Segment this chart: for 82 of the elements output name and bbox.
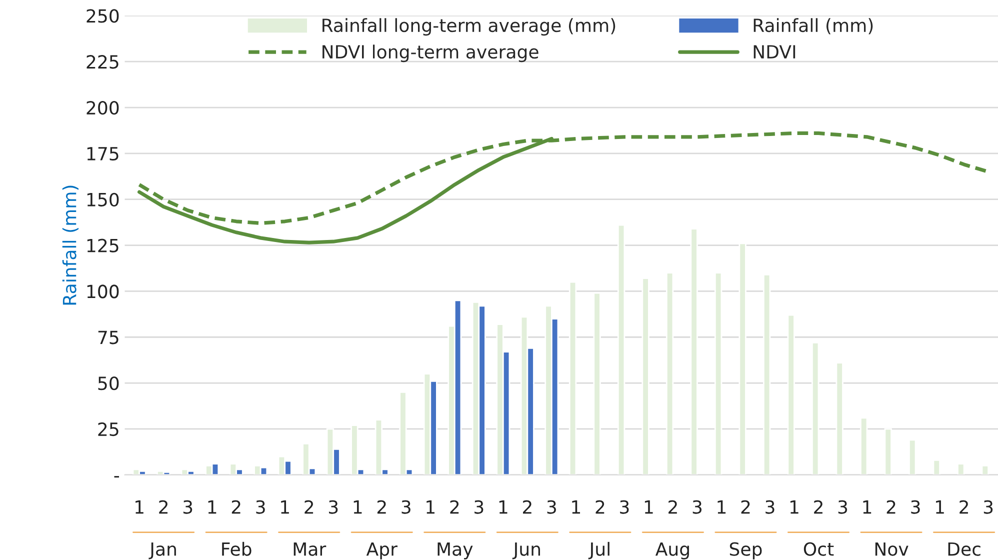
- bar: [981, 465, 989, 475]
- y-tick-label: 200: [86, 100, 119, 115]
- text: Jun: [512, 542, 540, 560]
- bar: [714, 272, 722, 475]
- x-tick-label: 1: [354, 500, 362, 514]
- legend-label: NDVI: [754, 45, 796, 58]
- text: Jul: [588, 542, 610, 560]
- x-tick-label: 3: [692, 500, 702, 514]
- x-tick-label: 3: [547, 500, 556, 514]
- bar: [787, 314, 795, 475]
- x-tick-label: 1: [863, 500, 872, 514]
- x-tick-label: 2: [596, 500, 604, 514]
- x-tick-label: 1: [208, 500, 216, 514]
- bar: [957, 463, 965, 475]
- x-tick-label: 2: [960, 500, 968, 514]
- x-tick-label: 2: [377, 500, 386, 514]
- text: Oct: [804, 542, 834, 556]
- y-tick-label: 125: [87, 238, 118, 252]
- x-tick-label: 1: [499, 500, 508, 514]
- y-tick-label: 150: [87, 192, 119, 206]
- y-tick-label: 175: [87, 147, 118, 161]
- text: Sep: [730, 542, 762, 560]
- y-tick-label: -: [114, 476, 120, 478]
- y-tick-label: 25: [98, 422, 118, 436]
- x-tick-label: 1: [136, 500, 144, 514]
- bar: [836, 362, 844, 475]
- bar: [932, 459, 940, 475]
- x-tick-label: 3: [183, 500, 192, 514]
- x-tick-label: 1: [281, 500, 289, 514]
- bar: [690, 228, 698, 475]
- bar: [666, 272, 674, 475]
- legend-label: NDVI long-term average: [322, 44, 538, 62]
- x-tick-label: 3: [474, 500, 484, 514]
- x-tick-label: 3: [838, 500, 848, 514]
- text: Nov: [875, 542, 908, 556]
- bar: [884, 428, 892, 475]
- x-tick-label: 3: [911, 500, 920, 514]
- x-tick-label: 3: [402, 500, 410, 514]
- bar: [908, 439, 916, 475]
- x-tick-label: 3: [766, 500, 774, 514]
- x-tick-label: 2: [450, 500, 459, 514]
- x-tick-label: 1: [936, 500, 944, 514]
- text: Apr: [366, 542, 398, 560]
- x-tick-label: 3: [328, 500, 338, 514]
- x-tick-label: 3: [256, 500, 265, 514]
- y-tick-label: 75: [98, 330, 118, 344]
- y-axis-title: Rainfall (mm): [62, 186, 78, 305]
- bar: [617, 224, 626, 475]
- x-tick-label: 2: [159, 500, 168, 514]
- x-tick-label: 2: [814, 500, 822, 514]
- x-tick-label: 1: [426, 500, 434, 514]
- bar: [568, 281, 577, 475]
- x-tick-label: 3: [984, 500, 993, 514]
- x-tick-label: 2: [741, 500, 750, 514]
- bar: [593, 292, 601, 475]
- text: Feb: [222, 542, 252, 556]
- x-tick-label: 2: [668, 500, 677, 514]
- x-tick-label: 2: [232, 500, 240, 514]
- y-tick-label: 50: [98, 376, 119, 390]
- y-tick-label: 250: [86, 9, 119, 23]
- text: Dec: [948, 542, 980, 556]
- x-tick-label: 1: [790, 500, 798, 514]
- text: Aug: [655, 542, 689, 560]
- x-tick-label: 2: [304, 500, 314, 514]
- x-tick-label: 3: [620, 500, 629, 514]
- bar: [738, 242, 746, 475]
- bar: [860, 417, 868, 475]
- x-tick-label: 2: [522, 500, 532, 514]
- legend-label: Rainfall (mm): [754, 18, 873, 34]
- bar: [811, 342, 820, 475]
- bar: [642, 278, 650, 475]
- x-tick-label: 1: [644, 500, 653, 514]
- legend-label: Rainfall long-term average (mm): [322, 18, 616, 36]
- text: Mar: [294, 542, 326, 556]
- y-tick-label: 100: [87, 284, 119, 298]
- x-tick-label: 1: [572, 500, 580, 514]
- bar: [762, 274, 771, 475]
- x-tick-label: 1: [718, 500, 726, 514]
- y-tick-label: 225: [86, 55, 118, 69]
- text: May: [438, 542, 473, 560]
- x-tick-label: 2: [886, 500, 896, 514]
- text: Jan: [148, 542, 176, 560]
